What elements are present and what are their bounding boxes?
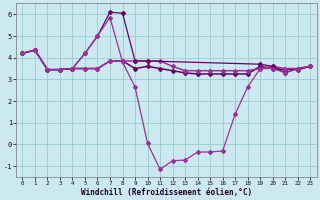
X-axis label: Windchill (Refroidissement éolien,°C): Windchill (Refroidissement éolien,°C) bbox=[81, 188, 252, 197]
